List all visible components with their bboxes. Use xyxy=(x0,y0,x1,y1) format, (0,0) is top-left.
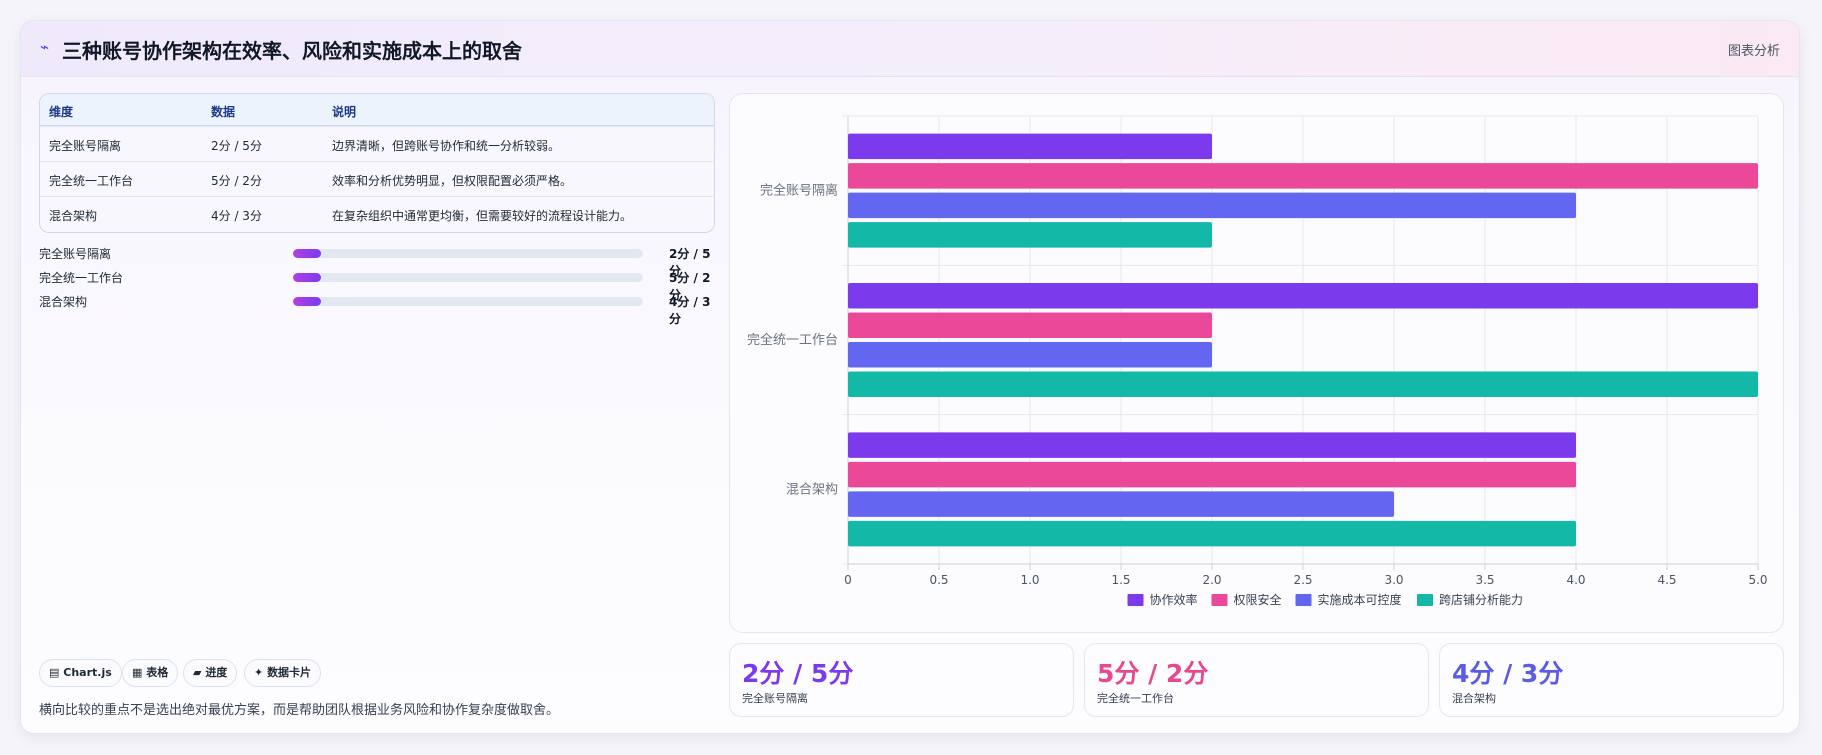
table-cell: 效率和分析优势明显，但权限配置必须严格。 xyxy=(332,174,573,188)
x-tick-label: 4.5 xyxy=(1657,573,1676,587)
pill-label: 进度 xyxy=(205,666,228,679)
bar xyxy=(848,283,1758,309)
bar xyxy=(848,461,1576,488)
chart-icon: ▤ xyxy=(49,666,60,679)
table-row: 完全账号隔离 2分 / 5分 边界清晰，但跨账号协作和统一分析较弱。 xyxy=(40,126,714,160)
comparison-table: 维度 数据 说明 完全账号隔离 2分 / 5分 边界清晰，但跨账号协作和统一分析… xyxy=(39,93,715,233)
pill-label: 表格 xyxy=(146,666,169,679)
bar xyxy=(848,491,1394,517)
table-cell: 4分 / 3分 xyxy=(211,209,262,223)
progress-track xyxy=(293,273,643,282)
column-header: 维度 xyxy=(49,105,74,119)
x-tick-label: 1.5 xyxy=(1111,573,1130,587)
bar xyxy=(848,222,1212,248)
footnote: 横向比较的重点不是选出绝对最优方案，而是帮助团队根据业务风险和协作复杂度做取舍。 xyxy=(39,703,560,718)
legend-swatch xyxy=(1295,594,1312,606)
stat-value: 5分 / 2分 xyxy=(1097,659,1209,688)
progress-value: 4分 / 3分 xyxy=(669,295,711,326)
bar xyxy=(848,342,1212,368)
table-cell: 5分 / 2分 xyxy=(211,174,262,188)
progress-row: 混合架构 4分 / 3分 xyxy=(39,291,715,326)
bar xyxy=(848,312,1212,338)
progress-value: 5分 / 2分 xyxy=(669,271,711,302)
progress-track xyxy=(293,249,643,258)
bar xyxy=(848,520,1576,547)
table-cell: 边界清晰，但跨账号协作和统一分析较弱。 xyxy=(332,139,561,153)
stat-card: 2分 / 5分 完全账号隔离 xyxy=(729,643,1074,717)
bar-chart-panel: 0 0.5 1.0 1.5 2.0 2.5 3.0 3.5 4.0 4.5 5.0 完全账号隔离完全统… xyxy=(729,93,1784,633)
legend-label: 协作效率 xyxy=(1150,592,1198,607)
page-title: 三种账号协作架构在效率、风险和实施成本上的取舍 xyxy=(62,39,522,63)
x-tick-label: 0 xyxy=(844,573,852,587)
pill-data-card[interactable]: ✦ 数据卡片 xyxy=(244,659,322,687)
bar xyxy=(848,432,1576,458)
progress-track xyxy=(293,297,643,306)
table-cell: 混合架构 xyxy=(49,209,98,223)
y-category-label: 完全统一工作台 xyxy=(747,332,838,348)
stat-label: 完全统一工作台 xyxy=(1097,692,1174,705)
x-tick-label: 3.5 xyxy=(1475,573,1494,587)
progress-fill xyxy=(293,273,321,282)
stat-label: 混合架构 xyxy=(1452,692,1496,705)
progress-label: 完全账号隔离 xyxy=(39,247,112,261)
x-tick-label: 2.0 xyxy=(1202,573,1221,587)
bar xyxy=(848,371,1758,397)
progress-row: 完全统一工作台 5分 / 2分 xyxy=(39,267,715,302)
stat-value: 4分 / 3分 xyxy=(1452,659,1564,688)
sparkle-icon: ⌁ xyxy=(40,38,50,56)
table-icon: ▦ xyxy=(132,666,143,679)
progress-value: 2分 / 5分 xyxy=(669,247,711,278)
legend-swatch xyxy=(1127,594,1144,606)
stat-label: 完全账号隔离 xyxy=(742,692,808,705)
pill-label: Chart.js xyxy=(63,666,112,679)
table-cell: 2分 / 5分 xyxy=(211,139,262,153)
table-header-row: 维度 数据 说明 xyxy=(40,94,714,126)
bar xyxy=(848,163,1758,189)
legend-label: 实施成本可控度 xyxy=(1318,592,1402,607)
x-tick-label: 1.0 xyxy=(1020,573,1039,587)
x-tick-label: 0.5 xyxy=(929,573,948,587)
pill-chartjs[interactable]: ▤ Chart.js xyxy=(39,659,122,687)
y-category-label: 完全账号隔离 xyxy=(760,183,838,199)
x-tick-label: 4.0 xyxy=(1566,573,1585,587)
stat-card: 5分 / 2分 完全统一工作台 xyxy=(1084,643,1429,717)
x-tick-label: 5.0 xyxy=(1748,573,1767,587)
x-tick-label: 3.0 xyxy=(1384,573,1403,587)
table-cell: 在复杂组织中通常更均衡，但需要较好的流程设计能力。 xyxy=(332,209,633,223)
column-header: 数据 xyxy=(211,105,236,119)
chart-analysis-tag: 图表分析 xyxy=(1727,44,1780,59)
table-cell: 完全账号隔离 xyxy=(49,139,122,153)
table-row: 完全统一工作台 5分 / 2分 效率和分析优势明显，但权限配置必须严格。 xyxy=(40,161,714,195)
bar xyxy=(848,192,1576,219)
pill-table[interactable]: ▦ 表格 xyxy=(122,659,179,687)
progress-icon: ▰ xyxy=(193,666,202,679)
x-tick-label: 2.5 xyxy=(1293,573,1312,587)
stat-card: 4分 / 3分 混合架构 xyxy=(1439,643,1784,717)
legend-swatch xyxy=(1211,594,1228,606)
progress-label: 完全统一工作台 xyxy=(39,271,124,285)
y-category-label: 混合架构 xyxy=(786,482,838,497)
pill-progress[interactable]: ▰ 进度 xyxy=(183,659,238,687)
progress-fill xyxy=(293,249,321,258)
progress-row: 完全账号隔离 2分 / 5分 xyxy=(39,243,715,278)
pill-label: 数据卡片 xyxy=(267,666,312,679)
main-card: ⌁ 三种账号协作架构在效率、风险和实施成本上的取舍 图表分析 维度 数据 说明 … xyxy=(20,20,1800,734)
legend-swatch xyxy=(1417,594,1433,606)
card-header: ⌁ 三种账号协作架构在效率、风险和实施成本上的取舍 图表分析 xyxy=(21,21,1799,77)
stat-value: 2分 / 5分 xyxy=(742,659,854,688)
table-row: 混合架构 4分 / 3分 在复杂组织中通常更均衡，但需要较好的流程设计能力。 xyxy=(40,196,714,230)
bar-chart: 0 0.5 1.0 1.5 2.0 2.5 3.0 3.5 4.0 4.5 5.0 完全账号隔离完全统… xyxy=(747,115,1768,607)
table-cell: 完全统一工作台 xyxy=(49,174,134,188)
progress-fill xyxy=(293,297,321,306)
legend-label: 跨店铺分析能力 xyxy=(1439,593,1523,607)
column-header: 说明 xyxy=(332,105,357,119)
sparkle-icon: ✦ xyxy=(254,666,264,679)
progress-label: 混合架构 xyxy=(39,295,88,309)
bar xyxy=(848,133,1212,160)
legend-label: 权限安全 xyxy=(1234,592,1282,607)
